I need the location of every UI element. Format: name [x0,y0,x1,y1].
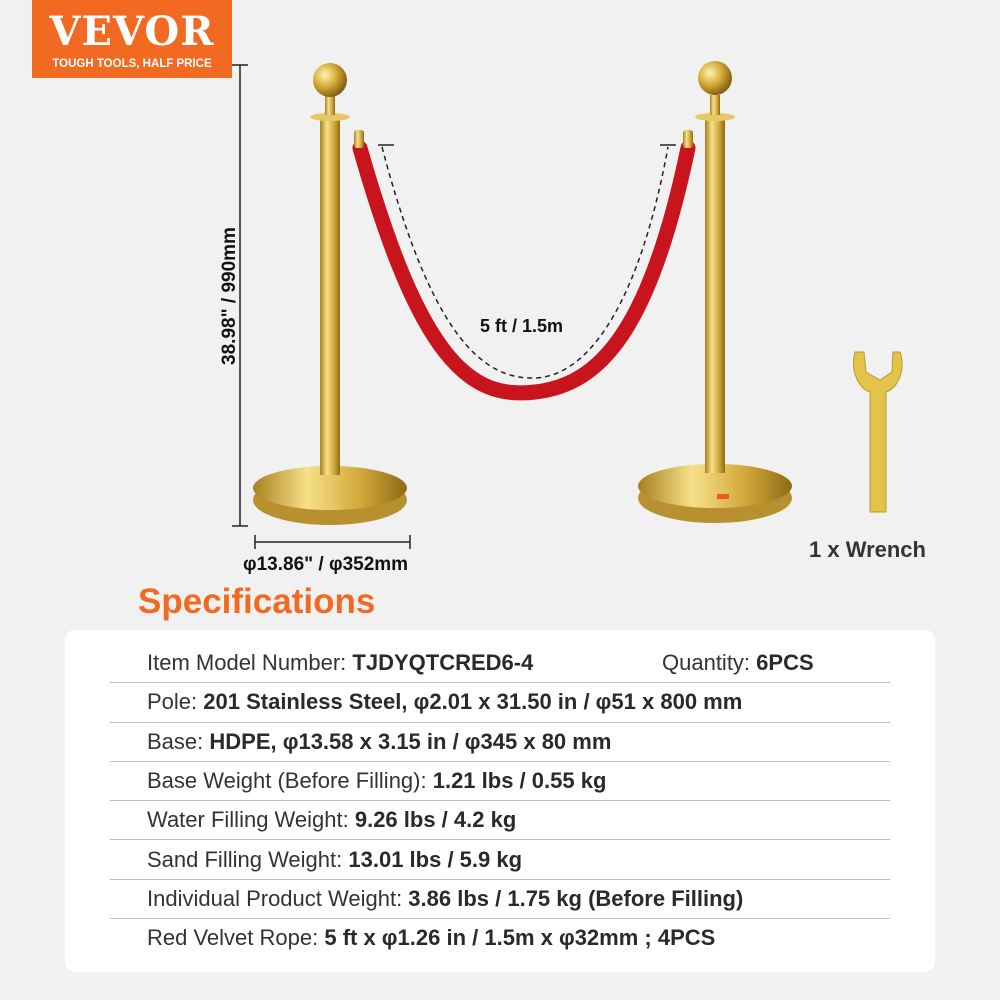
wrench-label: 1 x Wrench [809,537,926,562]
spec-label: Individual Product Weight: [147,885,409,911]
spec-label: Water Filling Weight: [147,807,355,833]
spec-label: Sand Filling Weight: [147,846,349,872]
spec-value: HDPE, φ13.58 x 3.15 in / φ345 x 80 mm [209,728,612,754]
left-stanchion [253,63,407,525]
spec-value: TJDYQTCRED6-4 [352,650,534,675]
spec-value: 5 ft x φ1.26 in / 1.5m x φ32mm ; 4PCS [324,925,716,951]
specifications-card: Item Model Number: TJDYQTCRED6-4 Quantit… [65,630,935,972]
height-dimension-line [232,64,248,527]
spec-row-sand-weight: Sand Filling Weight: 13.01 lbs / 5.9 kg [110,840,890,880]
height-label: 38.98" / 990mm [219,227,240,365]
spec-row-rope: Red Velvet Rope: 5 ft x φ1.26 in / 1.5m … [110,918,890,957]
spec-row-base-weight: Base Weight (Before Filling): 1.21 lbs /… [110,761,890,802]
rope-length-label: 5 ft / 1.5m [480,316,564,336]
red-velvet-rope [352,140,696,401]
logo-brand: VEVOR [49,8,215,55]
spec-label: Quantity: [662,650,757,675]
spec-value: 3.86 lbs / 1.75 kg (Before Filling) [408,885,744,911]
spec-label: Item Model Number: [147,650,353,675]
spec-value: 1.21 lbs / 0.55 kg [432,767,607,793]
quantity: Quantity: 6PCS [662,643,814,682]
product-illustration [232,61,903,549]
spec-label: Base: [147,728,210,754]
spec-value: 13.01 lbs / 5.9 kg [348,846,523,872]
spec-row-product-weight: Individual Product Weight: 3.86 lbs / 1.… [110,879,890,920]
spec-label: Base Weight (Before Filling): [147,767,433,793]
vevor-logo: VEVOR TOUGH TOOLS, HALF PRICE [32,0,232,78]
spec-row-base: Base: HDPE, φ13.58 x 3.15 in / φ345 x 80… [110,722,890,762]
spec-value: 201 Stainless Steel, φ2.01 x 31.50 in / … [203,689,743,715]
rope-length-dashed-line [381,146,669,379]
spec-value: 9.26 lbs / 4.2 kg [354,807,517,833]
spec-row-water-weight: Water Filling Weight: 9.26 lbs / 4.2 kg [110,800,890,841]
width-dimension-line [254,535,411,549]
right-stanchion [638,61,792,523]
base-diameter-label: φ13.86" / φ352mm [243,554,409,575]
logo-tagline: TOUGH TOOLS, HALF PRICE [52,58,212,70]
spec-row-pole: Pole: 201 Stainless Steel, φ2.01 x 31.50… [110,682,890,723]
spec-label: Pole: [147,689,204,715]
spec-label: Red Velvet Rope: [147,925,325,951]
spec-value: 6PCS [756,650,814,675]
specifications-title: Specifications [138,582,376,621]
wrench-icon [853,351,903,513]
spec-row-model: Item Model Number: TJDYQTCRED6-4 Quantit… [110,643,890,684]
